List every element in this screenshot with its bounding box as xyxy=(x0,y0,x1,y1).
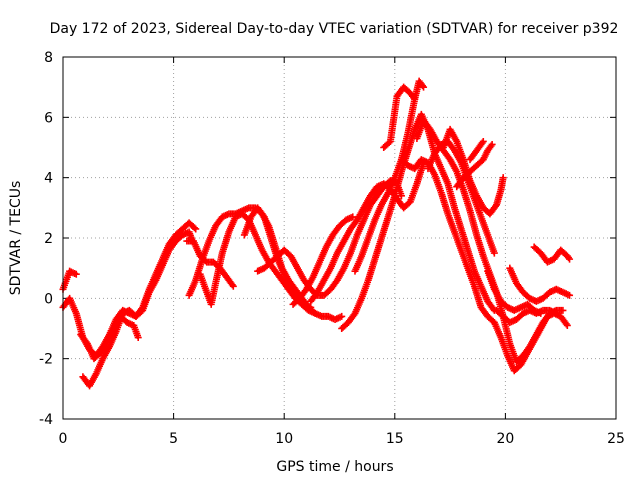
data-point xyxy=(566,255,574,263)
data-point xyxy=(564,254,572,262)
data-point xyxy=(562,320,570,328)
series-track-22 xyxy=(484,267,545,317)
data-point xyxy=(420,83,428,91)
x-tick-label: 5 xyxy=(169,431,178,447)
series-track-20 xyxy=(466,137,487,164)
data-point xyxy=(552,309,560,317)
x-tick-label: 15 xyxy=(386,431,404,447)
x-tick-label: 0 xyxy=(59,431,68,447)
data-point xyxy=(418,82,426,90)
y-tick-label: 6 xyxy=(44,110,53,126)
y-tick-label: 0 xyxy=(44,291,53,307)
data-point xyxy=(487,142,495,150)
grid xyxy=(63,57,616,419)
series-track-23 xyxy=(506,264,574,305)
data-point xyxy=(563,321,571,329)
data-point xyxy=(307,303,315,311)
data-point xyxy=(488,140,496,148)
series-track-3 xyxy=(79,219,200,390)
data-point xyxy=(138,305,146,313)
data-point xyxy=(311,309,319,317)
series-track-4 xyxy=(77,312,142,363)
chart-title: Day 172 of 2023, Sidereal Day-to-day VTE… xyxy=(50,21,619,37)
y-tick-label: 8 xyxy=(44,50,53,66)
x-tick-label: 25 xyxy=(607,431,625,447)
data-point xyxy=(192,225,200,233)
axis-ticks: 0 5 10 15 20 25 -4 -2 0 2 4 6 8 xyxy=(39,50,625,447)
series-track-2 xyxy=(59,267,80,293)
data-point xyxy=(478,139,486,147)
data-point xyxy=(349,213,357,221)
data-point xyxy=(489,305,497,313)
data-point xyxy=(134,334,142,342)
series-track-21 xyxy=(493,306,560,326)
data-point xyxy=(479,137,487,145)
data-point xyxy=(499,174,507,182)
data-point xyxy=(490,249,498,257)
x-axis-label: GPS time / hours xyxy=(276,459,393,475)
x-tick-label: 20 xyxy=(496,431,514,447)
y-axis-label: SDTVAR / TECUs xyxy=(8,181,24,296)
series-track-13 xyxy=(351,77,428,275)
data-point xyxy=(566,291,574,299)
data-point xyxy=(559,306,567,314)
y-tick-label: -4 xyxy=(39,412,53,428)
data-point xyxy=(190,224,198,232)
x-tick-label: 10 xyxy=(275,431,293,447)
data-point xyxy=(397,192,405,200)
plot-frame xyxy=(62,56,617,420)
series-track-15 xyxy=(397,156,571,375)
data-point xyxy=(537,309,545,317)
y-tick-label: -2 xyxy=(39,352,53,368)
data-point xyxy=(229,282,237,290)
y-tick-label: 2 xyxy=(44,231,53,247)
series-track-1 xyxy=(59,228,196,360)
series-track-10 xyxy=(289,213,357,308)
series-track-6 xyxy=(183,237,237,290)
data-point xyxy=(72,270,80,278)
data-point xyxy=(338,312,346,320)
y-tick-label: 4 xyxy=(44,171,53,187)
data-point xyxy=(228,281,236,289)
series-track-19 xyxy=(453,140,496,191)
series-track-24 xyxy=(530,243,574,266)
data-point xyxy=(410,94,418,102)
data-point xyxy=(411,95,419,103)
data-markers xyxy=(59,77,574,390)
series-track-14 xyxy=(380,83,419,151)
